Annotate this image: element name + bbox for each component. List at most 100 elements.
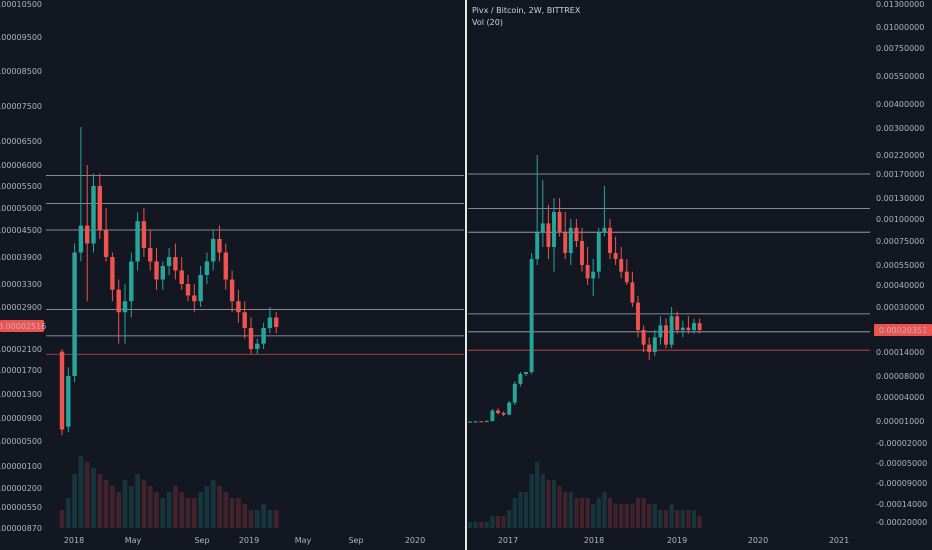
left-y-tick-label-11: 0.00002900 (0, 303, 42, 312)
right-candle-4 (490, 409, 495, 422)
chart-title: Pivx / Bitcoin, 2W, BITTREX (472, 6, 581, 15)
right-candle-body-5 (496, 410, 500, 413)
left-candle-10 (122, 284, 128, 344)
left-volume-bar-9 (116, 492, 122, 528)
left-volume-bar-33 (267, 510, 273, 528)
right-candle-33 (652, 330, 657, 356)
right-candle-body-1 (473, 421, 478, 423)
right-volume-bar-15 (551, 480, 557, 528)
left-volume-bar-8 (110, 486, 115, 528)
right-candle-40 (692, 318, 696, 334)
left-candle-body-9 (116, 289, 121, 313)
right-y-tick-label-0: 0.01300000 (876, 0, 924, 9)
right-volume-bar-34 (658, 510, 663, 528)
right-candle-body-26 (613, 253, 618, 259)
left-volume-bar-16 (160, 498, 166, 528)
left-volume-bar-11 (128, 486, 134, 528)
left-volume-bar-18 (173, 486, 178, 528)
left-x-tick-label-2: Sep (194, 536, 209, 545)
left-candle-25 (217, 225, 222, 262)
right-last-price-tag (874, 324, 932, 336)
left-candle-28 (236, 289, 241, 323)
left-volume-bar-15 (154, 492, 159, 528)
left-x-tick-label-0: 2018 (64, 536, 84, 545)
right-candle-body-0 (468, 421, 472, 423)
right-candle-30 (636, 296, 640, 338)
left-candle-body-1 (66, 376, 71, 427)
right-candle-8 (512, 381, 517, 405)
left-volume-bar-10 (122, 480, 128, 528)
left-y-tick-label-6: 0.00005500 (0, 182, 42, 191)
right-candle-3 (484, 420, 489, 423)
right-volume-bar-3 (484, 522, 489, 528)
right-x-tick-label-1: 2018 (584, 536, 604, 545)
right-candle-body-7 (507, 402, 512, 415)
right-y-tick-label-5: 0.00300000 (876, 124, 924, 133)
left-candle-body-18 (173, 257, 178, 271)
right-volume-bar-0 (467, 522, 473, 528)
left-candle-3 (78, 127, 84, 262)
right-candle-5 (496, 408, 500, 415)
right-volume-bar-12 (535, 462, 540, 528)
right-volume-bar-36 (669, 504, 674, 528)
left-volume-bar-24 (210, 480, 216, 528)
left-last-price-label: 0.00002516 (0, 322, 46, 331)
left-candle-body-24 (210, 239, 216, 262)
left-candle-body-13 (141, 221, 147, 248)
right-x-tick-label-3: 2020 (748, 536, 768, 545)
right-volume-bar-16 (557, 486, 562, 528)
right-volume-bar-18 (568, 492, 573, 528)
right-candle-12 (535, 155, 540, 265)
right-y-tick-label-23: -0.00020000 (876, 518, 927, 527)
right-candle-20 (580, 227, 584, 272)
left-volume-bar-23 (204, 486, 210, 528)
left-candle-body-16 (160, 266, 166, 280)
left-candle-32 (261, 322, 266, 349)
left-candle-body-3 (78, 225, 84, 253)
right-volume-bar-30 (635, 498, 641, 528)
left-y-tick-label-2: 0.00008500 (0, 67, 42, 76)
right-volume-bar-2 (479, 522, 484, 528)
right-candle-29 (630, 271, 635, 307)
left-candle-8 (110, 252, 115, 302)
right-y-tick-label-7: 0.00170000 (876, 170, 924, 179)
right-volume-bar-39 (686, 510, 691, 528)
left-y-tick-label-0: 0.00010500 (0, 0, 42, 9)
right-candle-35 (664, 318, 668, 349)
left-volume-bar-3 (78, 456, 84, 528)
left-volume-bar-29 (242, 504, 248, 528)
right-x-tick-label-2: 2019 (667, 536, 687, 545)
right-y-tick-label-21: -0.00009000 (876, 479, 927, 488)
right-volume-bar-27 (619, 504, 624, 528)
left-candle-body-11 (129, 261, 134, 302)
left-candle-9 (116, 279, 121, 344)
left-candle-4 (84, 165, 90, 302)
left-candle-body-30 (248, 328, 254, 349)
left-candle-17 (166, 248, 172, 275)
left-candle-body-15 (154, 261, 159, 280)
left-y-tick-label-10: 0.00003300 (0, 280, 42, 289)
right-volume-bar-26 (613, 504, 618, 528)
left-candle-14 (147, 230, 153, 271)
left-candle-30 (248, 317, 254, 355)
right-volume-bar-24 (602, 492, 607, 528)
right-candle-39 (686, 316, 691, 334)
left-candle-body-26 (223, 252, 229, 280)
right-candle-body-14 (546, 223, 551, 247)
right-candle-9 (518, 372, 523, 387)
left-volume-bar-5 (91, 468, 96, 528)
right-volume-bar-23 (596, 498, 601, 528)
right-candle-31 (641, 325, 646, 352)
right-y-tick-label-20: -0.00005000 (876, 459, 927, 468)
right-candle-body-3 (484, 421, 489, 422)
left-volume-bar-30 (248, 510, 254, 528)
right-candle-34 (658, 316, 663, 345)
left-candle-body-27 (229, 279, 235, 302)
left-volume-bar-7 (103, 480, 109, 528)
right-volume-bar-5 (495, 516, 501, 528)
left-candle-body-21 (192, 295, 197, 302)
left-y-tick-label-9: 0.00003900 (0, 253, 42, 262)
left-candle-29 (242, 301, 247, 339)
